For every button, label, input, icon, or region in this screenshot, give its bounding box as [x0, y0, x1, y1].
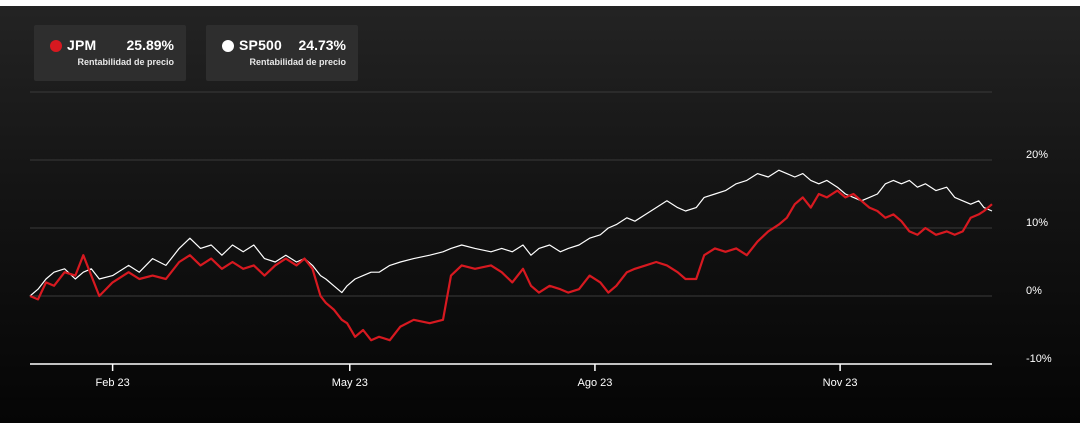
series-lines	[29, 169, 993, 342]
x-tick-label: Nov 23	[823, 377, 858, 389]
y-tick-label: 0%	[1026, 285, 1042, 297]
y-tick-label: -10%	[1026, 353, 1052, 365]
jpm-return-label: Rentabilidad de precio	[77, 57, 174, 67]
jpm-color-dot	[50, 40, 62, 52]
x-axis	[30, 363, 992, 371]
series-line-sp500	[29, 169, 993, 297]
y-tick-label: 20%	[1026, 149, 1048, 161]
series-line-jpm	[29, 189, 993, 342]
jpm-return-value: 25.89%	[126, 37, 174, 53]
tick-labels: 20% 10% 0% -10% Feb 23 May 23 Ago 23 Nov 23	[95, 149, 1051, 389]
jpm-symbol: JPM	[67, 37, 97, 53]
y-tick-label: 10%	[1026, 217, 1048, 229]
legend-item-sp500[interactable]: SP500 24.73% Rentabilidad de precio	[206, 25, 358, 81]
top-divider	[0, 0, 1080, 6]
sp500-symbol: SP500	[239, 37, 283, 53]
x-tick-label: Feb 23	[95, 377, 129, 389]
sp500-return-value: 24.73%	[298, 37, 346, 53]
sp500-return-label: Rentabilidad de precio	[249, 57, 346, 67]
x-tick-label: May 23	[332, 377, 368, 389]
legend-item-jpm[interactable]: JPM 25.89% Rentabilidad de precio	[34, 25, 186, 81]
x-tick-label: Ago 23	[578, 377, 613, 389]
gridlines	[30, 91, 992, 297]
sp500-color-dot	[222, 40, 234, 52]
